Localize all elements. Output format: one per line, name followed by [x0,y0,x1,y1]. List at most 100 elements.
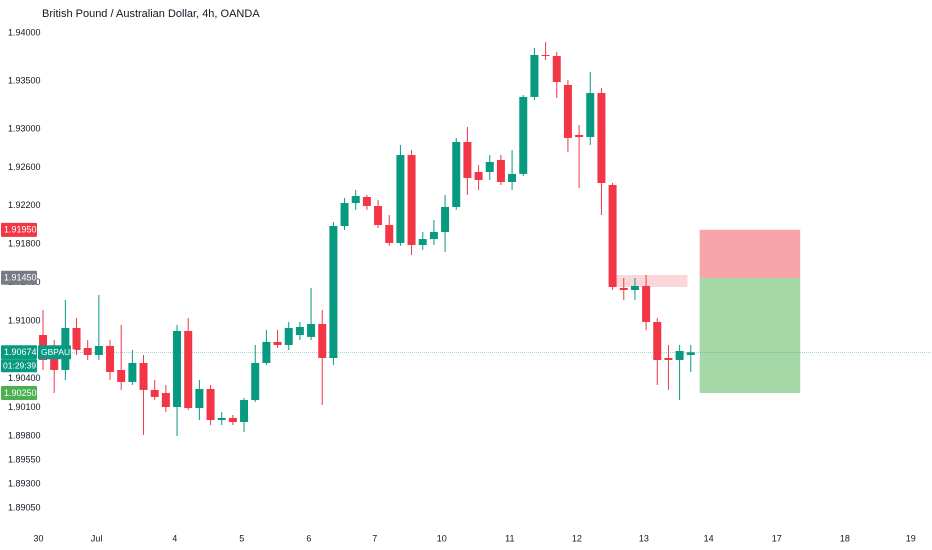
x-tick-label: 10 [437,533,447,543]
candle-body [340,203,349,226]
y-tick-label: 1.92600 [8,162,41,172]
candle-body [150,389,159,397]
current-price-label: 1.90674 [4,347,37,357]
candle-body [664,357,673,360]
x-tick-label: 11 [505,533,514,543]
candle-body [329,225,338,358]
y-tick-label: 1.89800 [8,431,41,441]
candle-body [396,155,405,243]
candle-body [541,55,550,57]
x-tick-label: 7 [372,533,377,543]
candle-body [351,196,360,204]
price-label-box [1,222,37,237]
x-tick-label: 30 [34,533,44,543]
candle-body [463,141,472,178]
target-area [699,277,801,394]
y-tick-label: 1.90400 [8,373,41,383]
x-tick-label: 14 [704,533,714,543]
price-label: 1.91450 [4,273,37,283]
countdown-label: 01:29:39 [3,361,36,371]
candle-body [240,400,249,422]
symbol-box [38,345,71,360]
y-tick-label: 1.89550 [8,455,41,465]
candle-body [452,141,461,207]
candle-body [217,417,226,420]
price-label-box [1,270,37,285]
x-tick-label: 5 [239,533,244,543]
y-tick-label: 1.93000 [8,123,41,133]
candle-body [117,369,126,382]
y-tick-label: 1.92200 [8,200,41,210]
candle-body [686,352,695,355]
candle-body [128,362,137,382]
stop-area [699,229,801,278]
candle-body [653,321,662,360]
x-tick-label: 19 [906,533,916,543]
candle-body [530,55,539,97]
candle-body [552,55,561,82]
candle-body [385,225,394,243]
candle-body [72,328,81,350]
current-price-box [1,345,37,360]
candle-body [161,393,170,408]
candle-body [474,172,483,180]
y-tick-label: 1.89300 [8,479,41,489]
candle-body [619,287,628,291]
candle-body [374,206,383,226]
candle-body [184,330,193,408]
candle-body [228,417,237,422]
price-label: 1.91950 [4,225,37,235]
x-tick-label: 6 [306,533,311,543]
price-label: 1.90250 [4,388,37,398]
candle-body [195,388,204,408]
candle-body [83,347,92,355]
candle-body [563,84,572,138]
candle-body [94,345,103,355]
candle-body [608,184,617,288]
candle-body [496,160,505,183]
candle-body [106,345,115,372]
y-tick-label: 1.91800 [8,239,41,249]
y-tick-label: 1.90100 [8,402,41,412]
candle-body [50,354,59,370]
candle-body [429,232,438,240]
candle-body [273,341,282,346]
candle-body [295,326,304,336]
x-tick-label: 4 [172,533,177,543]
chart-title: British Pound / Australian Dollar, 4h, O… [42,8,260,20]
candle-body [485,161,494,173]
x-tick-label: Jul [91,533,103,543]
x-tick-label: 13 [639,533,649,543]
countdown-box [1,359,37,373]
y-tick-label: 1.93500 [8,75,41,85]
candle-body [586,93,595,137]
candle-body [262,341,271,363]
candle-body [139,362,148,390]
candle-body [307,323,316,337]
symbol-label: GBPAUD [41,347,76,357]
x-tick-label: 17 [772,533,782,543]
candle-body [630,285,639,291]
x-tick-label: 18 [840,533,850,543]
candle-body [519,96,528,174]
candle-body [508,173,517,183]
candle-body [251,362,260,401]
candle-body [407,155,416,245]
candle-body [597,93,606,183]
y-tick-label: 1.94000 [8,27,41,37]
x-tick-label: 12 [572,533,582,543]
zone [614,275,688,288]
candle-body [675,350,684,360]
candle-body [418,239,427,245]
candle-body [362,196,371,207]
y-tick-label: 1.89050 [8,503,41,513]
candle-body [441,206,450,233]
y-tick-label: 1.91000 [8,315,41,325]
candle-body [206,388,215,420]
candle-body [173,330,182,408]
candle-body [575,134,584,137]
price-label-box [1,386,37,401]
candle-body [284,328,293,346]
